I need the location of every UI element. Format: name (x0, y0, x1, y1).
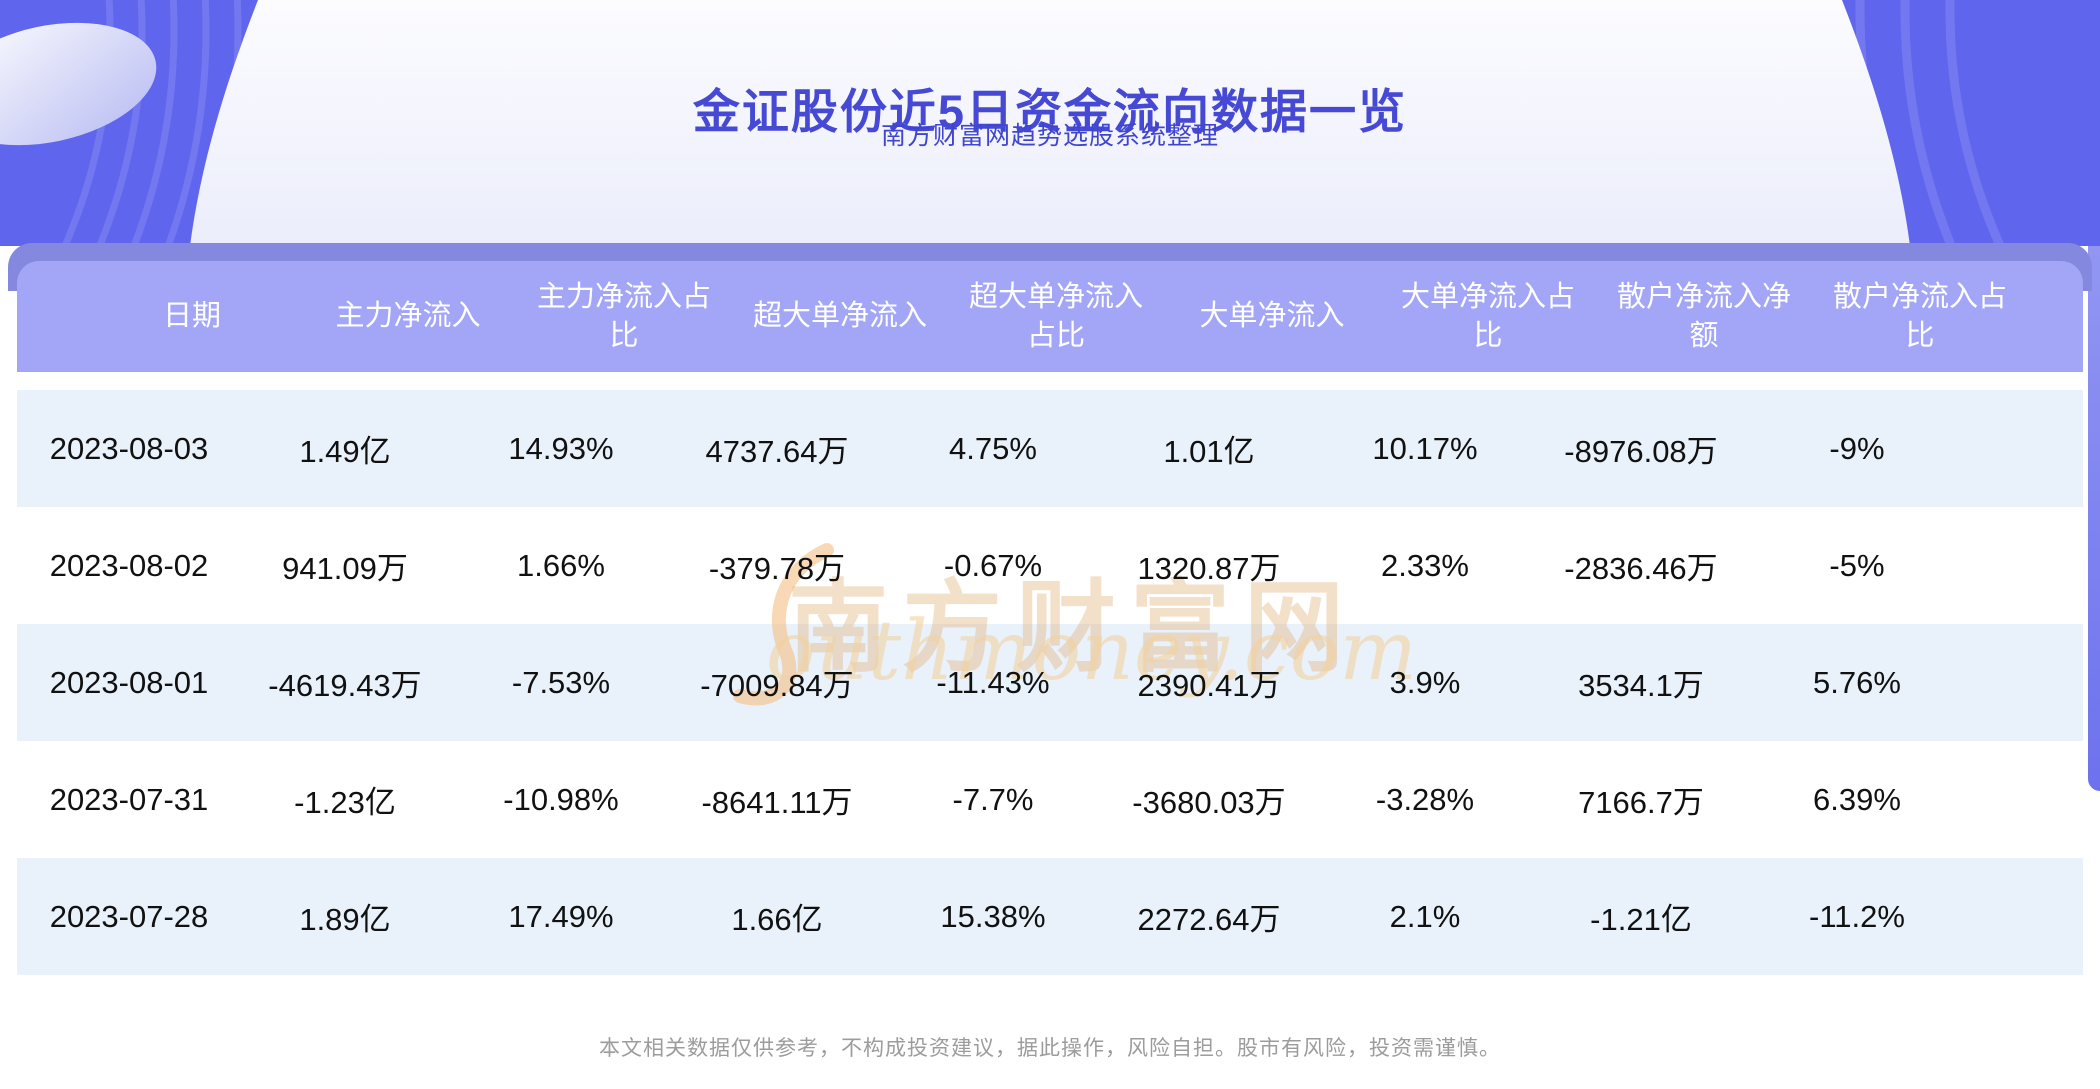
table-row: 2023-08-01 -4619.43万 -7.53% -7009.84万 -1… (17, 624, 2083, 741)
table-cell: -5% (1829, 547, 1885, 583)
column-header-retail-net-inflow-pct: 散户净流入占 比 (1832, 281, 2007, 352)
table-cell: 2023-08-03 (49, 430, 209, 466)
table-cell: -0.67% (943, 547, 1043, 583)
table-cell: -9% (1829, 430, 1885, 466)
table-row: 2023-08-02 941.09万 1.66% -379.78万 -0.67%… (17, 507, 2083, 624)
table-cell: 1320.87万 (1137, 551, 1281, 586)
table-cell: 3534.1万 (1578, 668, 1704, 703)
table-cell: -10.98% (503, 781, 619, 817)
table-cell: 17.49% (508, 898, 614, 934)
right-edge-decoration (2088, 246, 2100, 791)
table-cell: 14.93% (508, 430, 614, 466)
table-cell: 4737.64万 (705, 434, 849, 469)
table-cell: -379.78万 (708, 551, 846, 586)
page-subtitle: 南方财富网趋势选股系统整理 (880, 122, 1219, 150)
page-title: 金证股份近5日资金流向数据一览 (692, 85, 1408, 139)
disclaimer-text: 本文相关数据仅供参考，不构成投资建议，据此操作，风险自担。股市有风险，投资需谨慎… (599, 1037, 1501, 1060)
table-cell: -7.53% (511, 664, 611, 700)
table-cell: 2272.64万 (1137, 902, 1281, 937)
table-cell: 5.76% (1813, 664, 1901, 700)
column-header-xl-order-net-inflow: 超大单净流入 (752, 300, 927, 333)
table-cell: -11.2% (1809, 898, 1905, 934)
column-header-date: 日期 (162, 300, 221, 333)
table-cell: -1.21亿 (1590, 902, 1692, 937)
table-cell: 2.33% (1381, 547, 1469, 583)
table-cell: 2023-08-02 (49, 547, 209, 583)
banner-white-blob (190, 0, 1910, 246)
table-cell: 3.9% (1389, 664, 1461, 700)
banner-background (0, 0, 2100, 246)
table-cell: -8976.08万 (1564, 434, 1718, 469)
column-header-main-net-inflow: 主力净流入 (335, 300, 481, 333)
table-cell: 6.39% (1813, 781, 1901, 817)
table-cell: 1.66亿 (731, 902, 823, 937)
table-cell: 2023-07-28 (49, 898, 209, 934)
column-header-large-order-net-inflow-pct: 大单净流入占 比 (1400, 281, 1575, 352)
table-cell: -1.23亿 (294, 785, 396, 820)
table-cell: 2390.41万 (1137, 668, 1281, 703)
table-cell: -7.7% (952, 781, 1034, 817)
column-header-retail-net-inflow: 散户净流入净 额 (1616, 281, 1791, 352)
column-header-main-net-inflow-pct: 主力净流入占 比 (536, 281, 711, 352)
table-cell: 10.17% (1372, 430, 1478, 466)
table-cell: -11.43% (936, 664, 1050, 700)
table-body: 2023-08-03 1.49亿 14.93% 4737.64万 4.75% 1… (17, 390, 2083, 975)
banner-ellipse-decoration (0, 22, 157, 146)
table-cell: -7009.84万 (700, 668, 854, 703)
table-cell: 2023-08-01 (49, 664, 209, 700)
table-cell: 15.38% (940, 898, 1046, 934)
table-cell: 1.49亿 (299, 434, 391, 469)
table-header-row: 日期 主力净流入 主力净流入占 比 超大单净流入 超大单净流入 占比 大单净流入… (17, 261, 2083, 372)
table-cell: -4619.43万 (268, 668, 422, 703)
table-cell: -3.28% (1375, 781, 1475, 817)
table-cell: 2.1% (1389, 898, 1461, 934)
table-cell: 2023-07-31 (49, 781, 209, 817)
table-cell: 1.89亿 (299, 902, 391, 937)
table-cell: 1.66% (517, 547, 605, 583)
column-header-large-order-net-inflow: 大单净流入 (1199, 300, 1345, 333)
table-cell: -8641.11万 (701, 785, 853, 820)
table-cell: 4.75% (949, 430, 1037, 466)
column-header-xl-order-net-inflow-pct: 超大单净流入 占比 (968, 281, 1143, 352)
table-row: 2023-07-28 1.89亿 17.49% 1.66亿 15.38% 227… (17, 858, 2083, 975)
table-cell: -2836.46万 (1564, 551, 1718, 586)
table-row: 2023-07-31 -1.23亿 -10.98% -8641.11万 -7.7… (17, 741, 2083, 858)
table-cell: 1.01亿 (1163, 434, 1255, 469)
table-cell: -3680.03万 (1132, 785, 1286, 820)
table-cell: 941.09万 (282, 551, 408, 586)
table-cell: 7166.7万 (1578, 785, 1704, 820)
table-row: 2023-08-03 1.49亿 14.93% 4737.64万 4.75% 1… (17, 390, 2083, 507)
